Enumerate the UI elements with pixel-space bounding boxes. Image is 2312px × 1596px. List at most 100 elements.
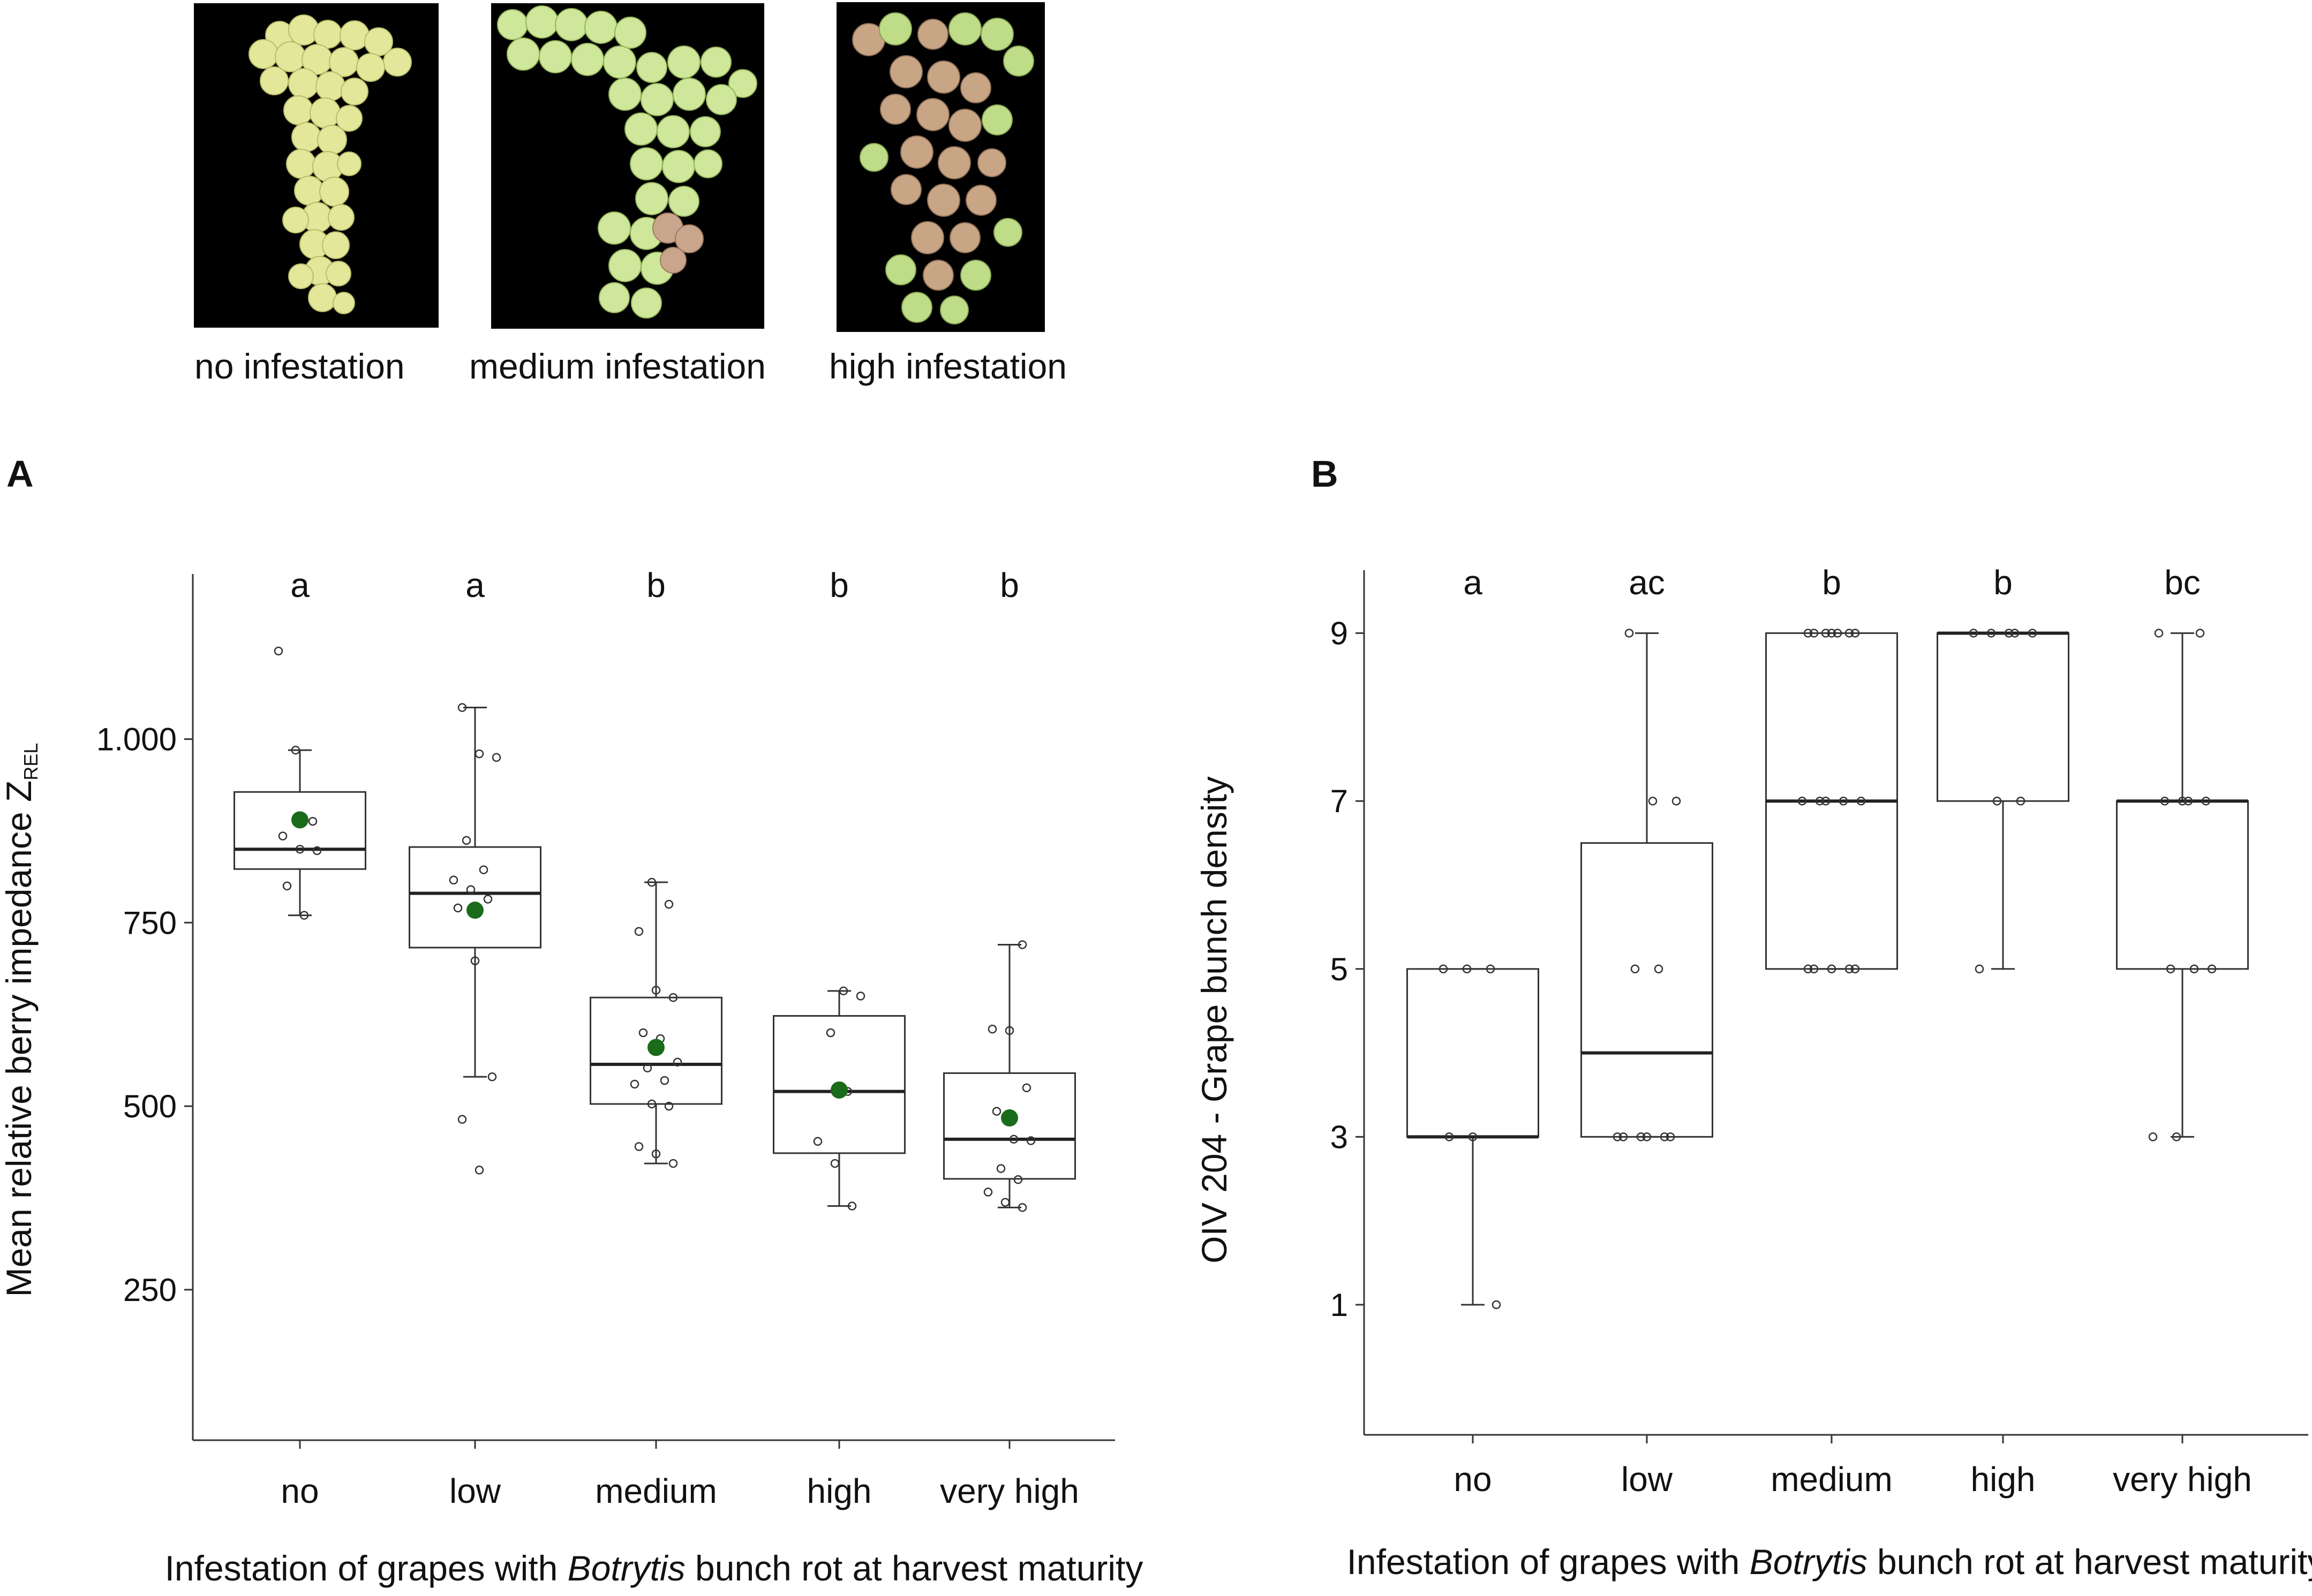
y-axis-title: OIV 204 - Grape bunch density bbox=[1194, 776, 1234, 1264]
data-point bbox=[2010, 629, 2020, 638]
x-axis-title: Infestation of grapes with Botrytis bunc… bbox=[1347, 1542, 2312, 1582]
data-point bbox=[291, 745, 300, 755]
data-point bbox=[673, 1057, 682, 1067]
data-point bbox=[1000, 1198, 1010, 1207]
data-point bbox=[1827, 629, 1836, 638]
data-point bbox=[651, 986, 661, 995]
data-point bbox=[1439, 964, 1448, 974]
data-point bbox=[1444, 1132, 1454, 1141]
data-point bbox=[992, 1107, 1001, 1116]
photo-caption-high: high infestation bbox=[829, 346, 1067, 386]
data-point bbox=[1821, 629, 1831, 638]
y-tick-label: 1 bbox=[1330, 1287, 1348, 1323]
data-point bbox=[492, 753, 501, 762]
data-point bbox=[479, 865, 488, 874]
data-point bbox=[1833, 629, 1842, 638]
data-point bbox=[1648, 796, 1658, 806]
x-tick-label: very high bbox=[940, 1472, 1079, 1510]
x-axis-title-prefix: Infestation of grapes with bbox=[165, 1548, 568, 1588]
data-point bbox=[1969, 629, 1978, 638]
data-point bbox=[1613, 1132, 1622, 1141]
data-point bbox=[453, 903, 463, 913]
y-tick-label: 750 bbox=[123, 905, 177, 941]
data-point bbox=[466, 885, 476, 894]
box-iqr bbox=[773, 1015, 906, 1154]
data-point bbox=[449, 875, 458, 885]
data-point bbox=[1850, 629, 1860, 638]
data-point bbox=[660, 1076, 669, 1085]
y-axis-title: Mean relative berry impedance ZREL bbox=[0, 743, 42, 1297]
data-point bbox=[1671, 796, 1681, 806]
data-point bbox=[487, 1072, 497, 1081]
photo-caption-no: no infestation bbox=[194, 346, 405, 386]
significance-letter: bc bbox=[2164, 563, 2201, 602]
data-point bbox=[1815, 796, 1825, 806]
data-point bbox=[1803, 964, 1813, 974]
data-point bbox=[1468, 1132, 1478, 1141]
data-point bbox=[475, 749, 484, 759]
mean-marker bbox=[1001, 1109, 1018, 1127]
data-point bbox=[1986, 629, 1996, 638]
data-point bbox=[1486, 964, 1495, 974]
data-point bbox=[1797, 796, 1807, 806]
x-tick-label: medium bbox=[1771, 1460, 1893, 1499]
significance-letter: a bbox=[1463, 563, 1482, 602]
data-point bbox=[1660, 1132, 1669, 1141]
grape-bunch-image bbox=[837, 2, 1045, 332]
box-iqr bbox=[1580, 842, 1713, 1138]
data-point bbox=[1844, 964, 1854, 974]
data-point bbox=[2201, 796, 2211, 806]
data-point bbox=[274, 646, 283, 656]
x-tick-label: no bbox=[1454, 1460, 1492, 1499]
panel-label-b: B bbox=[1311, 453, 1338, 495]
x-axis-title-italic: Botrytis bbox=[568, 1548, 686, 1588]
data-point bbox=[483, 895, 493, 904]
data-point bbox=[1018, 1203, 1027, 1212]
box-iqr bbox=[2116, 800, 2249, 970]
box-iqr bbox=[234, 791, 366, 870]
data-point bbox=[1803, 629, 1813, 638]
data-point bbox=[462, 836, 471, 845]
data-point bbox=[312, 846, 322, 856]
data-point bbox=[1839, 796, 1848, 806]
x-tick-label: very high bbox=[2113, 1460, 2252, 1499]
data-point bbox=[1005, 1026, 1014, 1035]
significance-letter: b bbox=[646, 566, 666, 604]
mean-marker bbox=[466, 902, 484, 919]
y-tick-label: 7 bbox=[1330, 783, 1348, 819]
x-axis-title-prefix: Infestation of grapes with bbox=[1347, 1542, 1750, 1582]
significance-letter: a bbox=[290, 566, 310, 604]
y-axis-title-subscript: REL bbox=[20, 743, 42, 781]
data-point bbox=[278, 831, 288, 841]
box-iqr bbox=[943, 1072, 1076, 1180]
mean-marker bbox=[831, 1081, 848, 1099]
photo-medium-infestation bbox=[491, 3, 764, 329]
data-point bbox=[1975, 964, 1984, 974]
data-point bbox=[2016, 796, 2025, 806]
x-tick-label: low bbox=[1621, 1460, 1673, 1499]
data-point bbox=[2172, 1132, 2181, 1141]
data-point bbox=[2189, 964, 2199, 974]
box-iqr bbox=[1937, 632, 2069, 802]
data-point bbox=[295, 844, 305, 854]
data-point bbox=[847, 1201, 857, 1211]
box-iqr bbox=[409, 846, 541, 949]
data-point bbox=[1462, 964, 1472, 974]
data-point bbox=[2004, 629, 2014, 638]
data-point bbox=[668, 1159, 678, 1168]
data-point bbox=[1821, 796, 1831, 806]
data-point bbox=[1856, 796, 1866, 806]
data-point bbox=[643, 1063, 652, 1073]
data-point bbox=[1809, 629, 1819, 638]
mean-marker bbox=[291, 811, 308, 829]
y-tick-label: 5 bbox=[1330, 951, 1348, 987]
photo-caption-medium: medium infestation bbox=[469, 346, 766, 386]
data-point bbox=[1642, 1132, 1652, 1141]
data-point bbox=[634, 927, 644, 936]
significance-letter: a bbox=[465, 566, 485, 604]
data-point bbox=[2183, 796, 2193, 806]
photo-no-infestation bbox=[194, 3, 439, 328]
data-point bbox=[634, 1142, 644, 1151]
data-point bbox=[475, 1166, 484, 1175]
